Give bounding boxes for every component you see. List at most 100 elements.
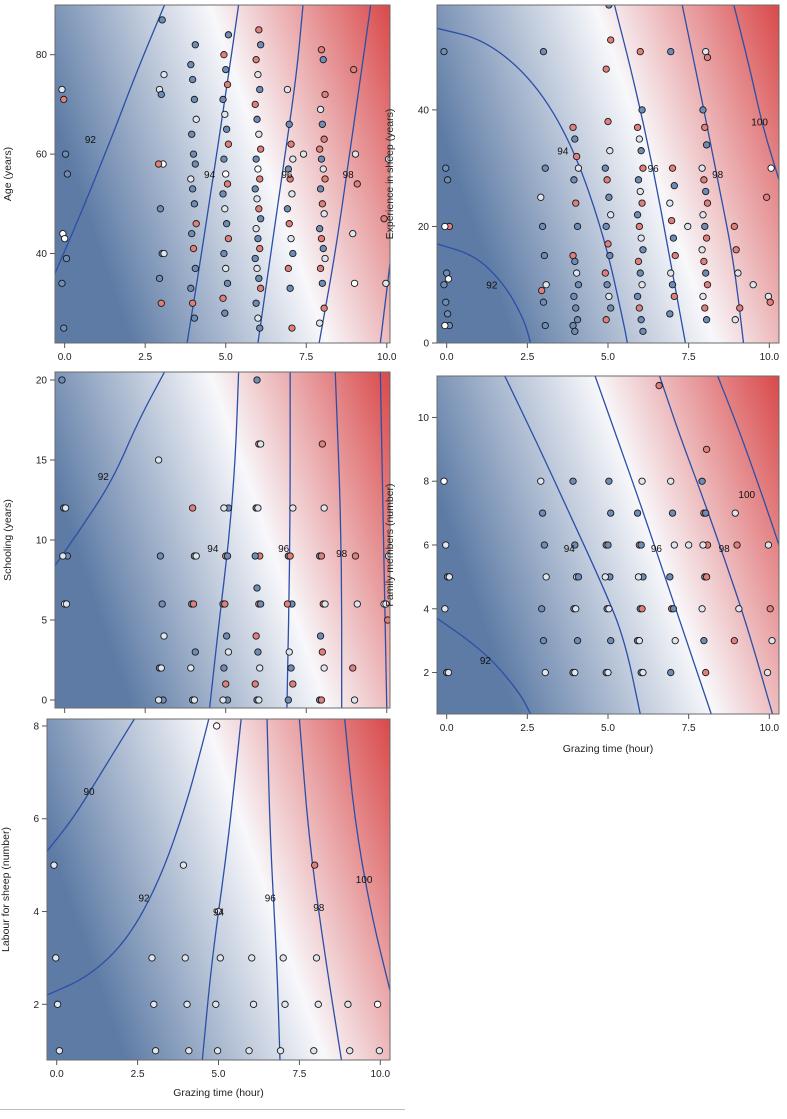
data-point (443, 176, 452, 184)
data-point (443, 310, 452, 318)
data-point (767, 164, 775, 172)
data-point (220, 664, 228, 672)
x-tick-label: 7.5 (682, 723, 696, 734)
data-point (179, 861, 188, 869)
data-point (541, 321, 549, 330)
contour-line-94 (201, 719, 242, 1060)
data-point (702, 141, 711, 149)
data-point (316, 264, 325, 273)
data-point (286, 175, 294, 183)
x-tick-label: 10.0 (377, 352, 397, 363)
data-point (155, 274, 164, 283)
data-point (571, 135, 579, 143)
data-point (256, 324, 264, 332)
data-point (635, 222, 644, 231)
data-point (670, 182, 678, 190)
data-point (310, 1047, 318, 1055)
contour-label-94: 94 (564, 544, 576, 555)
data-point (606, 147, 614, 155)
panel-experience: 92 94 96 98 100 0.0 2.5 5.0 7.5 10.0 0 20 40 Experien… (384, 4, 780, 363)
contour-line-98 (659, 376, 774, 714)
data-point (350, 279, 359, 288)
data-point (58, 376, 66, 384)
data-point (637, 147, 645, 155)
data-point (666, 199, 674, 207)
data-point (671, 637, 679, 645)
panel-schooling: 92 94 96 98 0 5 10 15 20 Schooling (years) (2, 371, 391, 713)
y-tick-label: 6 (33, 814, 39, 825)
data-point (254, 504, 262, 512)
data-point (703, 199, 712, 207)
data-point (191, 648, 199, 656)
data-point (60, 324, 68, 332)
data-point (223, 80, 232, 89)
data-point (574, 164, 583, 172)
data-point (316, 185, 325, 193)
data-point (251, 100, 259, 109)
data-point (698, 605, 706, 613)
data-point (318, 120, 327, 128)
data-point (607, 36, 615, 44)
data-point (731, 509, 739, 517)
data-point (284, 264, 292, 273)
data-point (222, 65, 230, 74)
data-point (668, 509, 677, 517)
contour-line-94 (208, 372, 240, 708)
contour-line-100 (733, 5, 779, 181)
data-point (188, 504, 197, 512)
data-point (213, 722, 221, 730)
data-point (221, 205, 229, 213)
contour-line-92 (437, 243, 532, 343)
data-point (222, 170, 230, 178)
data-point (317, 234, 326, 243)
data-point (384, 155, 390, 163)
data-point (666, 310, 674, 318)
data-point (321, 600, 329, 608)
data-point (221, 309, 229, 317)
data-point (252, 56, 260, 64)
data-point (350, 65, 358, 74)
contour-label-94: 94 (204, 170, 216, 181)
data-point (604, 668, 612, 677)
x-tick-label: 5.0 (212, 1069, 226, 1080)
contour-label-98: 98 (336, 549, 348, 560)
contour-line-92 (55, 5, 166, 274)
data-point (373, 1000, 382, 1008)
data-point (699, 292, 707, 301)
data-point (444, 668, 453, 677)
data-point (639, 164, 647, 172)
data-point (157, 299, 165, 307)
data-point (698, 477, 706, 485)
data-point (287, 140, 295, 148)
data-point (540, 541, 549, 549)
data-point (299, 150, 308, 158)
data-point (188, 185, 197, 193)
data-point (634, 176, 643, 184)
data-point (58, 85, 66, 94)
x-tick-label: 2.5 (138, 352, 152, 363)
data-point (605, 605, 613, 613)
contour-label-98: 98 (719, 544, 731, 555)
contour-label-90: 90 (84, 787, 96, 798)
panel-labour: 90 92 94 96 98 100 0.0 2.5 5.0 7.5 10.0 2 4 6 8 Labour … (0, 718, 391, 1099)
contour-label-96: 96 (265, 894, 277, 905)
contour-line-96 (286, 372, 291, 708)
data-point (191, 41, 199, 49)
data-point (283, 600, 292, 608)
data-point (346, 1047, 354, 1055)
data-point (289, 249, 297, 258)
data-point (349, 664, 357, 672)
data-point (320, 664, 328, 672)
data-point (55, 1047, 64, 1055)
data-point (539, 298, 548, 306)
data-point (61, 234, 69, 243)
plot-frame (54, 4, 391, 344)
data-point (254, 70, 262, 79)
data-point (160, 632, 168, 640)
y-tick-label: 20 (36, 376, 48, 387)
data-point (192, 115, 200, 123)
data-point (311, 861, 319, 869)
data-point (445, 573, 454, 581)
data-point (254, 234, 262, 243)
